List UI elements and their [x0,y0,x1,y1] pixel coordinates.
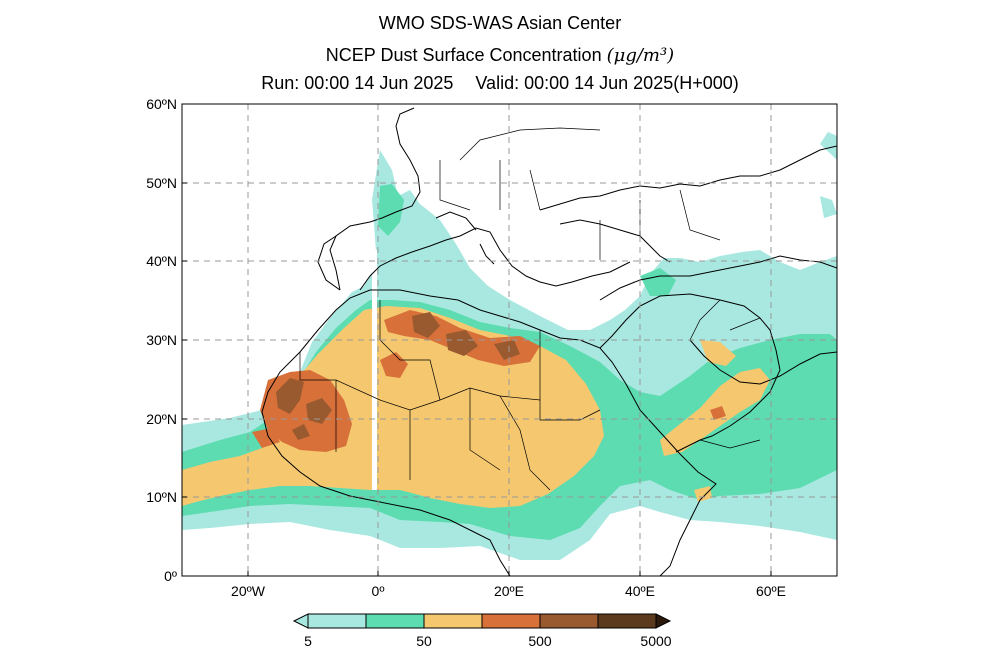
colorbar: 5 50 500 5000 [292,613,672,649]
colorbar-label-5: 5 [304,633,312,649]
lat-labels: 60ºN 50ºN 40ºN 30ºN 20ºN 10ºN 0º [146,96,177,584]
colorbar-labels: 5 50 500 5000 [304,633,672,649]
lon-label-60e: 60ºE [756,583,786,599]
colorbar-label-5000: 5000 [640,633,671,649]
colorbar-cell [539,613,599,629]
chart-title: WMO SDS-WAS Asian Center [378,13,622,33]
unit-label: (μg/m³) [606,45,675,66]
colorbar-label-50: 50 [416,633,432,649]
dust-field [182,132,837,560]
subtitle-text: NCEP Dust Surface Concentration [325,45,607,65]
colorbar-cell-min [292,613,309,629]
grid-lines [182,104,837,576]
colorbar-cell-max [655,613,672,629]
run-time: Run: 00:00 14 Jun 2025 [261,73,454,93]
lat-label-10: 10ºN [146,489,177,505]
lon-label-20w: 20ºW [231,583,266,599]
colorbar-cell [365,613,425,629]
lat-label-20: 20ºN [146,411,177,427]
lon-label-20e: 20ºE [494,583,524,599]
lat-label-30: 30ºN [146,332,177,348]
chart-subtitle: NCEP Dust Surface Concentration (μg/m³) [0,44,1000,67]
colorbar-cell [307,613,367,629]
lat-label-60: 60ºN [146,96,177,112]
lat-label-40: 40ºN [146,253,177,269]
colorbar-cell [423,613,483,629]
colorbar-cell [481,613,541,629]
axis-ticks [182,103,772,576]
lat-label-0: 0º [164,568,177,584]
coastlines [261,107,837,576]
country-borders [299,127,761,491]
colorbar-label-500: 500 [528,633,552,649]
lon-labels: 20ºW 0º 20ºE 40ºE 60ºE [231,583,786,599]
colorbar-cell [597,613,657,629]
run-valid-line: Run: 00:00 14 Jun 2025 Valid: 00:00 14 Ju… [0,72,1000,94]
lat-label-50: 50ºN [146,175,177,191]
lon-label-0: 0º [372,583,385,599]
valid-time: Valid: 00:00 14 Jun 2025(H+000) [475,73,739,93]
lon-label-40e: 40ºE [625,583,655,599]
data-gap-strip [372,250,377,490]
dust-level-max [276,312,520,440]
